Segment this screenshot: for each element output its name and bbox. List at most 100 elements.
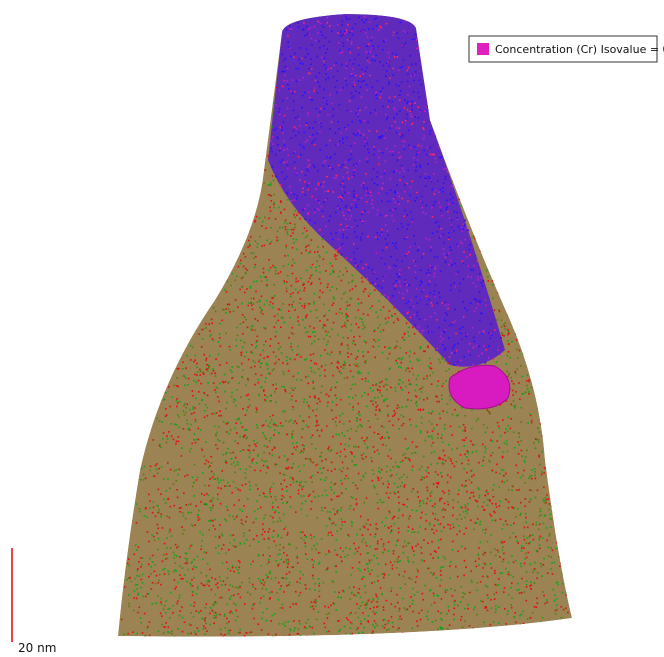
atom [433,275,435,277]
atom [497,551,499,553]
atom [225,332,227,334]
atom [374,60,376,62]
atom [500,337,502,339]
atom [160,516,162,518]
atom [227,422,229,424]
atom [416,621,418,623]
atom [260,366,262,368]
atom [264,304,266,306]
atom [541,575,543,577]
atom [173,505,175,507]
atom [345,80,347,82]
atom [143,474,145,476]
atom [371,461,373,463]
atom [389,267,391,269]
atom [442,385,444,387]
atom [218,415,220,417]
atom [326,103,328,105]
atom [548,509,550,511]
atom [126,579,128,581]
atom [409,307,411,309]
atom [507,314,509,316]
atom [390,561,392,563]
atom [303,148,305,150]
atom [227,577,229,579]
atom [382,250,384,252]
atom [305,174,307,176]
atom [449,399,451,401]
atom [276,592,278,594]
atom [221,533,223,535]
atom [499,311,501,313]
atom [314,372,316,374]
atom [544,603,546,605]
atom [206,552,208,554]
atom [308,72,310,74]
atom [146,516,148,518]
atom [232,586,234,588]
atom [447,501,449,503]
atom [190,582,192,584]
atom [351,324,353,326]
atom [278,320,280,322]
atom [537,572,539,574]
atom [166,553,168,555]
atom [470,303,472,305]
atom [237,569,239,571]
atom [142,557,144,559]
atom [487,586,489,588]
atom [270,227,272,229]
atom [375,94,377,96]
atom [185,518,187,520]
atom [444,331,446,333]
atom [402,121,404,123]
atom [358,92,360,94]
atom [289,47,291,49]
atom [170,469,172,471]
atom [152,439,154,441]
atom [222,562,224,564]
atom [158,511,160,513]
atom [302,428,304,430]
atom [396,407,398,409]
atom [450,284,452,286]
atom [158,630,160,632]
atom [215,612,217,614]
atom [431,435,433,437]
atom [287,108,289,110]
atom [466,513,468,515]
atom [309,251,311,253]
atom [315,602,317,604]
atom [291,28,293,30]
atom [313,341,315,343]
atom [187,569,189,571]
atom [292,247,294,249]
atom [184,414,186,416]
atom [410,400,412,402]
atom [406,289,408,291]
atom [269,304,271,306]
atom [308,281,310,283]
atom [305,141,307,143]
atom [388,574,390,576]
atom [307,170,309,172]
atom [137,612,139,614]
atom [520,365,522,367]
atom [469,354,471,356]
atom [356,534,358,536]
atom [375,406,377,408]
atom [275,176,277,178]
atom [356,206,358,208]
atom [141,564,143,566]
atom [433,173,435,175]
atom [351,592,353,594]
atom [409,356,411,358]
atom [194,374,196,376]
atom [461,546,463,548]
atom [245,414,247,416]
atom [522,376,524,378]
atom [387,117,389,119]
atom [273,521,275,523]
atom [355,23,357,25]
atom [504,432,506,434]
